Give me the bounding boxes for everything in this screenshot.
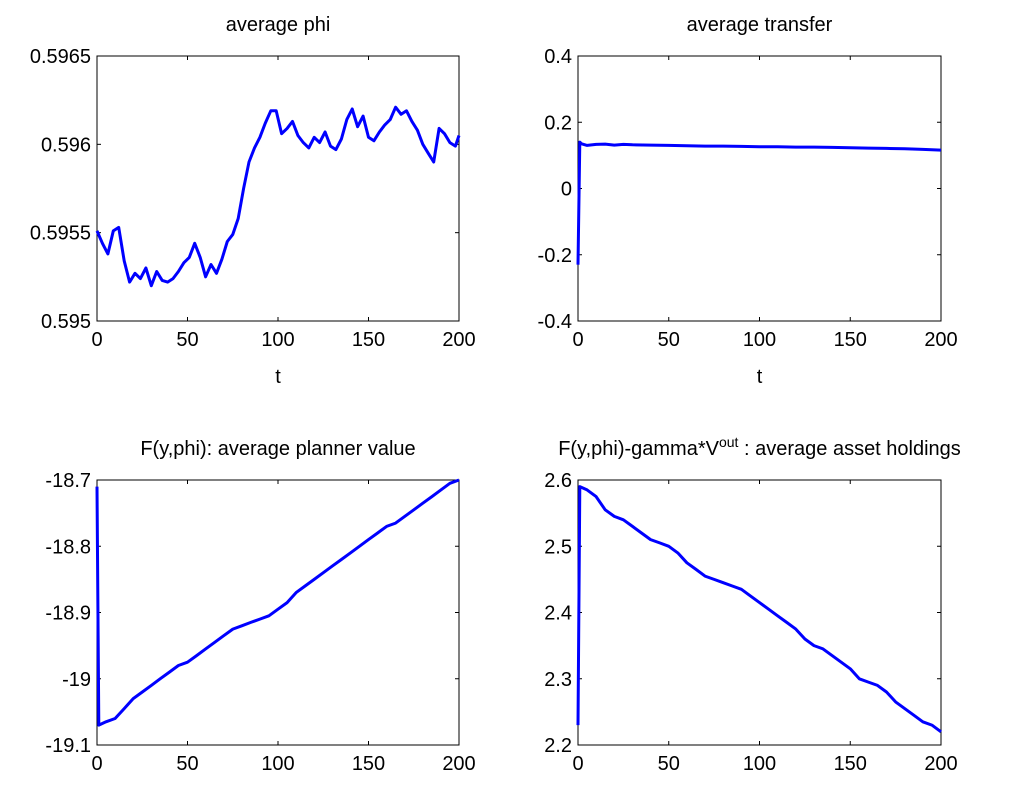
x-axis-label: t [757,366,763,388]
y-tick-label: 0.4 [544,46,572,68]
x-tick-label: 50 [176,329,198,351]
x-axis-label: t [275,366,281,388]
x-tick-label: 100 [261,753,294,775]
x-tick-label: 0 [91,753,102,775]
x-tick-label: 150 [834,329,867,351]
subplot-title: average transfer [687,14,833,36]
series-line [95,478,460,727]
subplot-4: F(y,phi)-gamma*Vout : average asset hold… [544,434,961,775]
series-line [576,485,942,734]
y-tick-label: 0.5965 [30,46,91,68]
y-tick-label: 0 [561,179,572,201]
subplot-3: F(y,phi): average planner value 0 50 100 150… [45,438,475,775]
x-tick-label: 150 [352,753,385,775]
x-tick-label: 100 [743,753,776,775]
y-tick-label: 0.595 [41,311,91,333]
y-tick-label: -0.4 [538,311,572,333]
x-tick-label: 0 [572,329,583,351]
y-tick-label: 2.4 [544,603,572,625]
subplot-title: F(y,phi)-gamma*Vout : average asset hold… [558,434,961,460]
x-tick-label: 50 [176,753,198,775]
y-tick-label: 2.6 [544,470,572,492]
subplot-1: average phi 0 50 100 150 200 0.595 0.5955 0.596 0… [30,14,476,388]
y-tick-label: -0.2 [538,245,572,267]
axes-frame [96,479,460,746]
axes-frame [577,479,942,746]
y-tick-label: 0.2 [544,112,572,134]
y-tick-label: -18.9 [45,603,91,625]
x-tick-label: 50 [658,329,680,351]
y-tick-label: -19 [62,669,91,691]
y-tick-label: -19.1 [45,735,91,757]
x-tick-label: 0 [572,753,583,775]
x-tick-label: 200 [442,329,475,351]
y-tick-label: 2.5 [544,536,572,558]
axes-frame [96,55,460,322]
y-tick-label: -18.8 [45,536,91,558]
y-tick-label: 0.596 [41,134,91,156]
y-tick-label: 2.2 [544,735,572,757]
x-tick-label: 200 [924,753,957,775]
x-tick-label: 50 [658,753,680,775]
x-tick-label: 100 [743,329,776,351]
subplot-2: average transfer 0 50 100 150 200 -0.4 -0.2 0 0.2… [538,14,958,388]
x-tick-label: 200 [924,329,957,351]
y-tick-label: 0.5955 [30,223,91,245]
x-tick-label: 150 [352,329,385,351]
x-tick-label: 0 [91,329,102,351]
x-tick-label: 100 [261,329,294,351]
y-tick-label: 2.3 [544,669,572,691]
subplot-title: F(y,phi): average planner value [140,438,415,460]
series-line [576,140,942,265]
x-tick-label: 150 [834,753,867,775]
subplot-title: average phi [226,14,331,36]
axes-frame [577,55,942,322]
y-tick-label: -18.7 [45,470,91,492]
x-tick-label: 200 [442,753,475,775]
series-line [95,105,461,288]
